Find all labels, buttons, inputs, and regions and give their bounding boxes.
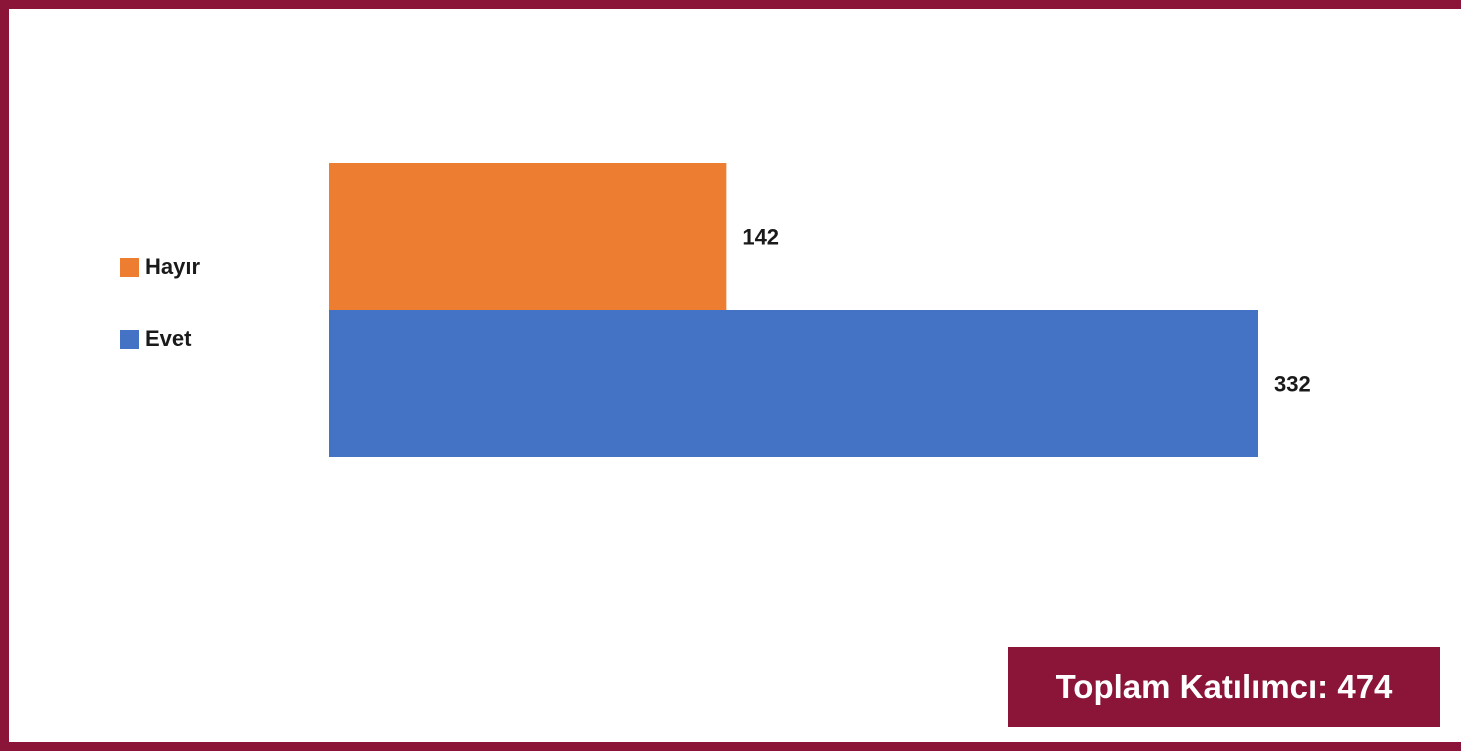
bar-hayir [329,163,727,310]
data-label-hayir: 142 [742,225,779,250]
legend-item-evet: Evet [120,324,280,354]
bar-evet [329,310,1258,457]
data-label-evet: 332 [1274,372,1311,397]
legend-swatch-evet [120,329,139,349]
legend-item-hayir: Hayır [120,252,280,282]
total-participants-badge: Toplam Katılımcı: 474 [1008,647,1440,727]
chart-legend: Hayır Evet [120,252,280,396]
legend-swatch-hayir [120,257,139,277]
legend-label-hayir: Hayır [145,254,201,279]
legend-label-evet: Evet [145,326,192,351]
